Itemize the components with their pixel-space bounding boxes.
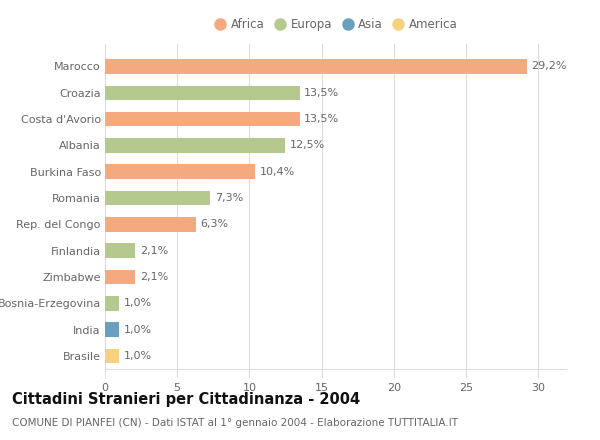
- Bar: [105, 217, 196, 231]
- Bar: [105, 138, 286, 153]
- Bar: [105, 59, 527, 73]
- Text: 12,5%: 12,5%: [290, 140, 325, 150]
- Bar: [105, 323, 119, 337]
- Text: 1,0%: 1,0%: [124, 351, 152, 361]
- Text: 2,1%: 2,1%: [140, 246, 168, 256]
- Bar: [105, 349, 119, 363]
- Legend: Africa, Europa, Asia, America: Africa, Europa, Asia, America: [214, 18, 458, 31]
- Text: 7,3%: 7,3%: [215, 193, 243, 203]
- Text: 29,2%: 29,2%: [531, 62, 566, 71]
- Bar: [105, 112, 300, 126]
- Text: Cittadini Stranieri per Cittadinanza - 2004: Cittadini Stranieri per Cittadinanza - 2…: [12, 392, 360, 407]
- Text: 2,1%: 2,1%: [140, 272, 168, 282]
- Bar: [105, 270, 136, 284]
- Bar: [105, 165, 255, 179]
- Text: 13,5%: 13,5%: [304, 114, 340, 124]
- Bar: [105, 296, 119, 311]
- Bar: [105, 85, 300, 100]
- Text: 6,3%: 6,3%: [200, 220, 229, 229]
- Text: 1,0%: 1,0%: [124, 298, 152, 308]
- Text: 1,0%: 1,0%: [124, 325, 152, 335]
- Text: 10,4%: 10,4%: [259, 167, 295, 177]
- Bar: [105, 191, 211, 205]
- Text: 13,5%: 13,5%: [304, 88, 340, 98]
- Bar: [105, 243, 136, 258]
- Text: COMUNE DI PIANFEI (CN) - Dati ISTAT al 1° gennaio 2004 - Elaborazione TUTTITALIA: COMUNE DI PIANFEI (CN) - Dati ISTAT al 1…: [12, 418, 458, 428]
